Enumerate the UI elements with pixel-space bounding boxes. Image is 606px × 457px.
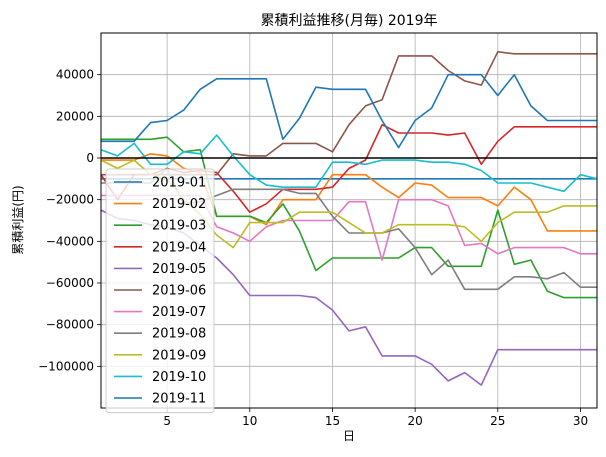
legend-label: 2019-10	[152, 370, 206, 385]
legend-label: 2019-06	[152, 284, 206, 299]
x-tick-label: 10	[242, 414, 257, 428]
y-tick-label: −80000	[46, 318, 94, 332]
x-tick-label: 15	[325, 414, 340, 428]
legend-box	[105, 168, 215, 414]
legend-label: 2019-05	[152, 262, 206, 277]
axis-ticks: 5 10 15 20 25 30 −100000 −80000 −60000 −40000 −200…	[38, 68, 588, 428]
legend-label: 2019-01	[152, 176, 206, 191]
y-tick-label: −20000	[46, 193, 94, 207]
y-tick-label: 20000	[56, 109, 94, 123]
y-axis-label: 累積利益(円)	[10, 185, 25, 254]
y-tick-label: 40000	[56, 68, 94, 82]
legend-label: 2019-07	[152, 305, 206, 320]
legend-label: 2019-02	[152, 197, 206, 212]
x-tick-label: 5	[163, 414, 171, 428]
legend-label: 2019-11	[152, 392, 206, 407]
legend: 2019-01 2019-02 2019-03 2019-04 2019-05 2019-…	[105, 168, 215, 414]
x-tick-label: 20	[407, 414, 422, 428]
legend-label: 2019-03	[152, 219, 206, 234]
y-tick-label: −100000	[38, 359, 94, 373]
x-tick-label: 25	[490, 414, 505, 428]
y-tick-label: −60000	[46, 276, 94, 290]
x-axis-label: 日	[343, 429, 355, 443]
plot-frame	[100, 32, 598, 409]
series-line-2019-02	[101, 153, 597, 232]
legend-label: 2019-08	[152, 327, 206, 342]
x-tick-label: 30	[573, 414, 588, 428]
legend-label: 2019-04	[152, 240, 206, 255]
series-line-2019-11	[101, 73, 597, 149]
series-line-2019-10	[100, 134, 598, 193]
y-tick-label: −40000	[46, 234, 94, 248]
y-tick-label: 0	[86, 151, 94, 165]
legend-label: 2019-09	[152, 348, 206, 363]
chart-title: 累積利益推移(月毎) 2019年	[260, 13, 437, 29]
